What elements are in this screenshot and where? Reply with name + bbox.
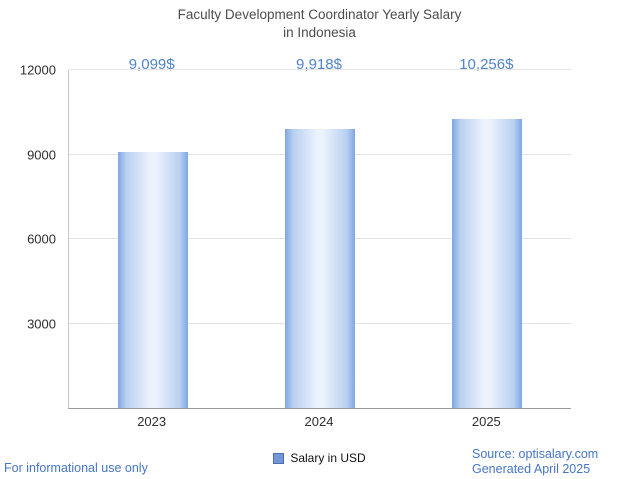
- source-block: Source: optisalary.com Generated April 2…: [472, 447, 598, 478]
- y-tick-label: 9000: [27, 147, 56, 162]
- bar: [452, 119, 523, 408]
- legend: Salary in USD: [0, 451, 639, 465]
- generated-text: Generated April 2025: [472, 461, 591, 476]
- chart-title-line1: Faculty Development Coordinator Yearly S…: [177, 7, 462, 22]
- chart-title: Faculty Development Coordinator Yearly S…: [0, 6, 639, 41]
- legend-swatch-icon: [273, 452, 285, 464]
- bar-value-label: 9,918$: [296, 56, 342, 73]
- legend-label: Salary in USD: [290, 451, 366, 465]
- bar: [117, 151, 188, 408]
- source-text: Source: optisalary.com: [472, 446, 599, 461]
- x-axis-label: 2025: [471, 414, 501, 429]
- y-axis-labels: 3000 6000 9000 12000: [0, 63, 62, 408]
- chart-title-line2: in Indonesia: [283, 24, 356, 40]
- disclaimer-text: For informational use only: [4, 461, 148, 475]
- y-tick-label: 6000: [27, 231, 56, 247]
- gridline: [69, 69, 571, 70]
- y-tick-label: 3000: [27, 316, 56, 331]
- bar: [285, 128, 355, 408]
- x-axis-label: 2024: [304, 414, 334, 429]
- x-axis-label: 2023: [137, 414, 167, 429]
- x-axis-labels: 2023 2024 2025: [68, 414, 570, 430]
- value-labels-row: 9,099$ 9,918$ 10,256$: [68, 56, 570, 76]
- y-tick-label: 12000: [19, 62, 56, 78]
- plot-area: [68, 69, 571, 409]
- bar-value-label: 10,256$: [459, 56, 514, 73]
- bar-value-label: 9,099$: [128, 56, 175, 73]
